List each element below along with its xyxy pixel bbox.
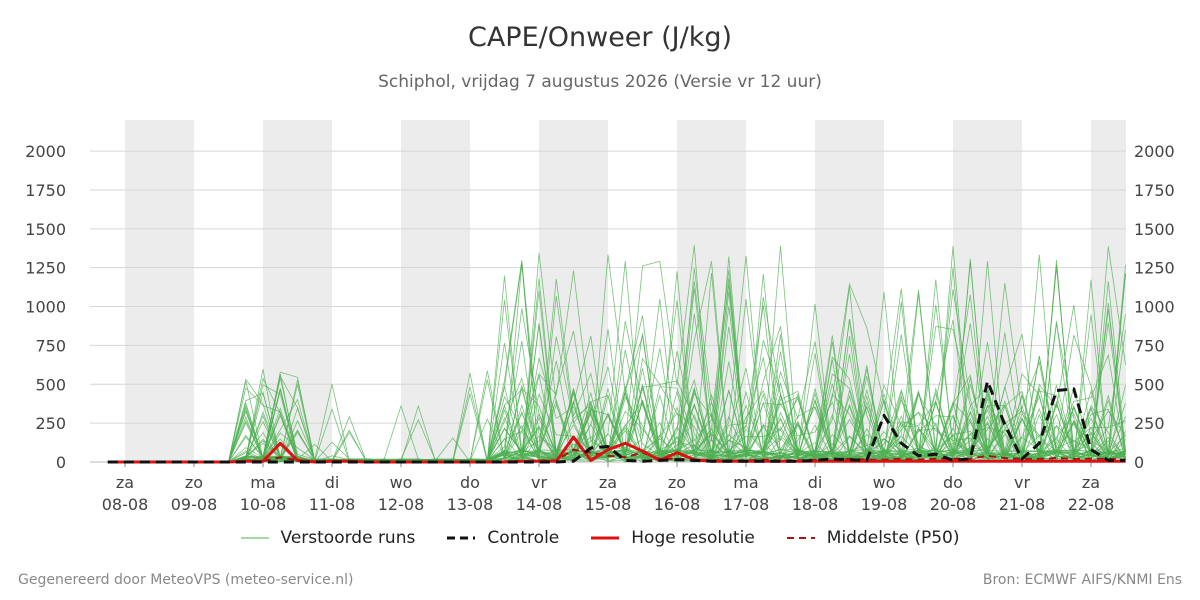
legend-label-median: Middelste (P50) (826, 528, 960, 548)
day-band (677, 120, 746, 462)
x-tick-day: ma (733, 473, 758, 492)
x-tick-day: vr (1014, 473, 1030, 492)
y-tick-label-left: 2000 (25, 142, 66, 161)
y-tick-label-left: 250 (35, 414, 66, 433)
y-tick-label-left: 1250 (25, 259, 66, 278)
x-tick-day: za (116, 473, 134, 492)
y-tick-label-right: 1000 (1134, 298, 1175, 317)
x-tick-day: zo (185, 473, 203, 492)
y-tick-label-right: 0 (1134, 453, 1144, 472)
x-tick-day: zo (668, 473, 686, 492)
x-tick-day: wo (873, 473, 896, 492)
legend-item-perturbed[interactable]: Verstoorde runs (240, 528, 416, 548)
chart-title: CAPE/Onweer (J/kg) (467, 22, 732, 53)
x-tick-day: do (943, 473, 963, 492)
series-line-middelste-p50- (107, 448, 1126, 463)
y-tick-label-left: 1750 (25, 181, 66, 200)
x-tick-date: 12-08 (378, 495, 425, 514)
x-tick-day: di (808, 473, 823, 492)
perturbed-run-line (107, 261, 1126, 463)
x-tick-date: 19-08 (861, 495, 908, 514)
x-axis: za 08-08 zo 09-08 ma 10-08 di 11-08 wo 12-08 do 13-… (90, 461, 1126, 514)
legend-label-perturbed: Verstoorde runs (280, 528, 416, 548)
y-tick-label-left: 750 (35, 336, 66, 355)
x-tick-date: 15-08 (585, 495, 632, 514)
x-tick-date: 18-08 (792, 495, 839, 514)
x-tick-day: ma (250, 473, 275, 492)
perturbed-run-line (107, 393, 1126, 463)
day-band (125, 120, 194, 462)
x-tick-day: za (1082, 473, 1100, 492)
x-tick-date: 20-08 (930, 495, 977, 514)
x-tick-date: 16-08 (654, 495, 701, 514)
x-tick-date: 14-08 (516, 495, 563, 514)
perturbed-run-line (107, 281, 1126, 463)
legend-item-control[interactable]: Controle (447, 528, 559, 548)
chart-subtitle: Schiphol, vrijdag 7 augustus 2026 (Versi… (378, 72, 822, 92)
x-tick-day: vr (531, 473, 547, 492)
series-line-hoge-resolutie (107, 435, 1126, 464)
footer-source: Bron: ECMWF AIFS/KNMI Ens (982, 572, 1182, 588)
y-tick-label-left: 0 (56, 453, 66, 472)
y-tick-label-right: 1500 (1134, 220, 1175, 239)
y-tick-label-right: 2000 (1134, 142, 1175, 161)
y-tick-label-right: 1250 (1134, 259, 1175, 278)
y-axis-right: 0 250 500 750 1000 1250 1500 1750 2000 (1134, 142, 1175, 472)
perturbed-runs (107, 245, 1126, 464)
footer-credit[interactable]: Gegenereerd door MeteoVPS (meteo-service… (18, 572, 354, 588)
y-tick-label-right: 500 (1134, 375, 1165, 394)
legend-label-highres: Hoge resolutie (631, 528, 755, 548)
legend-swatch-median (786, 537, 815, 539)
legend-swatch-highres (591, 536, 620, 540)
legend-swatch-perturbed (240, 537, 269, 539)
day-band (401, 120, 470, 462)
series-line-controle (107, 379, 1126, 464)
y-tick-label-left: 1000 (25, 298, 66, 317)
x-tick-date: 10-08 (240, 495, 287, 514)
x-tick-day: do (460, 473, 480, 492)
main-series (107, 379, 1126, 464)
y-tick-label-left: 500 (35, 375, 66, 394)
y-tick-label-left: 1500 (25, 220, 66, 239)
x-tick-day: wo (390, 473, 413, 492)
legend: Verstoorde runs Controle Hoge resolutie … (0, 528, 1200, 548)
x-tick-date: 22-08 (1068, 495, 1115, 514)
x-tick-date: 08-08 (102, 495, 149, 514)
y-tick-label-right: 1750 (1134, 181, 1175, 200)
x-tick-date: 13-08 (447, 495, 494, 514)
x-tick-day: di (325, 473, 340, 492)
x-tick-date: 11-08 (309, 495, 356, 514)
x-tick-date: 09-08 (171, 495, 218, 514)
x-tick-date: 17-08 (723, 495, 770, 514)
legend-label-control: Controle (487, 528, 560, 548)
legend-item-median[interactable]: Middelste (P50) (786, 528, 960, 548)
day-band (539, 120, 608, 462)
y-axis-left: 0 250 500 750 1000 1250 1500 1750 2000 (25, 142, 66, 472)
perturbed-run-line (107, 270, 1126, 463)
x-tick-date: 21-08 (999, 495, 1046, 514)
x-tick-day: za (599, 473, 617, 492)
y-tick-label-right: 250 (1134, 414, 1165, 433)
y-tick-label-right: 750 (1134, 336, 1165, 355)
legend-swatch-control (447, 536, 476, 540)
legend-item-highres[interactable]: Hoge resolutie (591, 528, 755, 548)
